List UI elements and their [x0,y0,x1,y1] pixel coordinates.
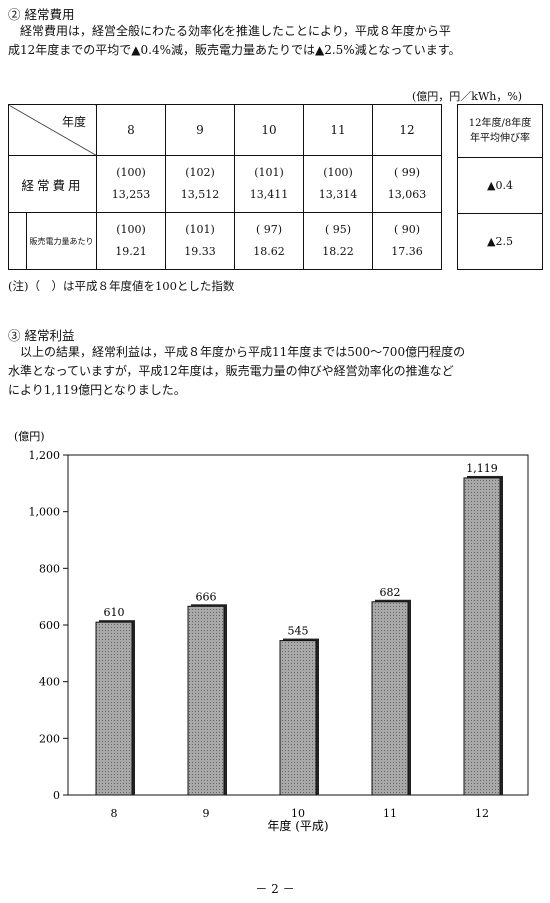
y-tick-label: 400 [39,676,60,689]
table-row: 経常費用 (100) 13,253 (102) 13,512 (101) 13,411… [8,155,442,213]
section-2-line-2: 成12年度までの平均で▲0.4%減，販売電力量あたりでは▲2.5%減となっていま… [8,43,461,57]
x-tick-label: 10 [291,807,305,820]
y-tick-label: 800 [39,562,60,575]
year-cell: 12 [372,104,442,156]
value-cell: ( 90) 17.36 [372,212,442,270]
amount-value: 19.21 [115,245,147,258]
amount-value: 13,253 [111,188,151,201]
growth-header-row: 12年度/8年度 年平均伸び率 [457,104,543,158]
bar-value-label: 545 [288,625,309,638]
year-cell: 8 [96,104,166,156]
row-label-ordinary-cost: 経常費用 [8,155,97,213]
section-2-heading: ② 経常費用 [8,7,75,22]
x-tick-label: 9 [203,807,210,820]
index-value: (100) [116,223,146,236]
amount-value: 13,512 [180,188,220,201]
growth-value-ordinary-cost: ▲0.4 [457,157,543,214]
growth-header-cell: 12年度/8年度 年平均伸び率 [457,104,543,158]
index-value: (101) [254,166,284,179]
y-axis-label: (億円) [14,430,45,443]
x-axis-label: 年度 (平成) [267,818,328,833]
section-3-line-2: 水準となっていますが，平成12年度は，販売電力量の伸びや経営効率化の推進など [8,364,454,378]
bar [187,605,225,796]
value-cell: (101) 13,411 [234,155,304,213]
amount-value: 19.33 [184,245,216,258]
bar [279,640,317,796]
x-tick-label: 8 [111,807,118,820]
growth-header-line-1: 12年度/8年度 [468,118,532,129]
bar-value-label: 1,119 [466,462,498,475]
index-value: (101) [185,223,215,236]
value-cell: (101) 19.33 [165,212,235,270]
header-corner-cell: 年度 [8,104,97,156]
year-cell: 11 [303,104,373,156]
bar [95,621,133,796]
index-value: ( 99) [393,166,421,179]
bar [371,601,409,796]
value-cell: (100) 13,314 [303,155,373,213]
y-tick-label: 600 [39,619,60,632]
bar-value-label: 666 [196,590,217,603]
value-cell: (102) 13,512 [165,155,235,213]
row-label-per-kwh: 販売電力量あたり [26,212,97,270]
section-3-line-3: により1,119億円となりました。 [8,383,186,397]
index-value: (100) [323,166,353,179]
index-value: (102) [185,166,215,179]
section-3-paragraph: 以上の結果，経常利益は，平成８年度から平成11年度までは500〜700億円程度の… [8,343,548,400]
table-row: ▲2.5 [457,213,543,270]
section-3-heading: ③ 経常利益 [8,328,75,343]
cost-table: 年度 8 9 10 11 12 経常費用 (100) 13,253 (102) 13… [8,104,442,270]
amount-value: 18.62 [253,245,285,258]
index-value: ( 95) [324,223,352,236]
y-tick-label: 200 [39,732,60,745]
value-cell: ( 99) 13,063 [372,155,442,213]
y-tick-label: 1,000 [29,506,61,519]
index-value: ( 97) [255,223,283,236]
growth-rate-table: 12年度/8年度 年平均伸び率 ▲0.4 ▲2.5 [457,104,543,270]
y-tick-label: 1,200 [29,449,61,462]
plot-area: 0 200 400 600 800 1,000 1,200 610 8 666 9 545 10 682 1… [29,449,529,820]
row-indent-cell [8,212,27,270]
unit-note: (億円，円／kWh，%) [412,90,523,103]
bar [463,477,501,796]
bar-value-label: 682 [380,586,401,599]
value-cell: ( 97) 18.62 [234,212,304,270]
table-row: ▲0.4 [457,157,543,214]
amount-value: 18.22 [322,245,354,258]
amount-value: 13,411 [249,188,289,201]
section-2-line-1: 経常費用は，経営全般にわたる効率化を推進したことにより，平成８年度から平 [20,24,451,38]
bar-value-label: 610 [104,606,125,619]
table-row: 販売電力量あたり (100) 19.21 (101) 19.33 ( 97) 18.6… [8,212,442,270]
value-cell: ( 95) 18.22 [303,212,373,270]
section-3-line-1: 以上の結果，経常利益は，平成８年度から平成11年度までは500〜700億円程度の [20,345,466,359]
amount-value: 17.36 [391,245,423,258]
x-tick-label: 11 [383,807,397,820]
table-note: (注)（ ）は平成８年度値を100とした指数 [8,279,235,293]
value-cell: (100) 13,253 [96,155,166,213]
growth-value-per-kwh: ▲2.5 [457,213,543,270]
year-header-row: 年度 8 9 10 11 12 [8,104,442,156]
value-cell: (100) 19.21 [96,212,166,270]
x-tick-label: 12 [475,807,489,820]
amount-value: 13,314 [318,188,358,201]
year-header-label: 年度 [61,115,86,129]
year-cell: 9 [165,104,235,156]
index-value: (100) [116,166,146,179]
y-tick-label: 0 [53,789,60,802]
section-2-paragraph: 経常費用は，経営全般にわたる効率化を推進したことにより，平成８年度から平 成12… [8,22,548,60]
year-cell: 10 [234,104,304,156]
ordinary-profit-bar-chart: (億円) 0 200 400 600 800 1,000 1,200 610 8 666 9 545 1… [14,430,529,833]
growth-header-line-2: 年平均伸び率 [470,133,530,144]
index-value: ( 90) [393,223,421,236]
amount-value: 13,063 [387,188,427,201]
page-number: － 2 － [255,882,295,896]
